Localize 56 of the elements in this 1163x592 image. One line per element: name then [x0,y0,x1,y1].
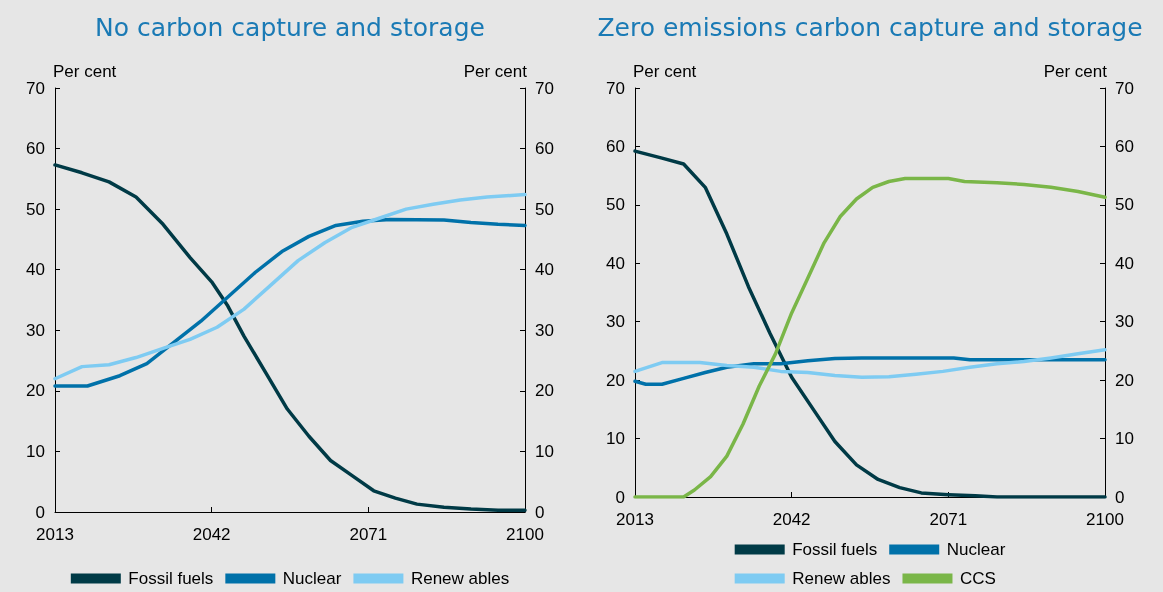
line-series [53,217,527,388]
y-tick-label: 60 [606,136,625,156]
y2-tick-label: 0 [1115,487,1125,507]
y2-tick-label: 20 [1115,370,1134,390]
y-tick-label: 20 [606,370,625,390]
y2-tick-label: 10 [1115,429,1134,449]
y-tick-label: 30 [606,312,625,332]
y2-tick-label: 60 [535,139,554,159]
chart-title: No carbon capture and storage [95,13,485,42]
y-axis-title: Per cent [53,62,117,81]
y2-tick-label: 30 [1115,312,1134,332]
legend-label: CCS [959,569,996,588]
y-tick-label: 0 [35,502,45,522]
y-tick-label: 0 [615,487,625,507]
legend-label: Fossil fuels [792,540,878,559]
x-tick-label: 2013 [36,525,74,544]
y2-axis-title: Per cent [1043,62,1108,81]
x-tick-label: 2042 [192,525,231,544]
legend-label: Nuclear [946,540,1006,559]
y2-tick-label: 50 [1115,195,1134,215]
x-tick-label: 2100 [1086,510,1124,529]
y2-tick-label: 70 [535,78,554,98]
legend-label: Fossil fuels [128,569,214,588]
y-axis-title: Per cent [633,62,697,81]
legend-label: Renew ables [410,569,510,588]
y2-tick-label: 40 [535,260,554,280]
y2-tick-label: 70 [1115,78,1134,98]
y-tick-label: 10 [26,441,45,461]
x-tick-label: 2071 [349,525,388,544]
y2-tick-label: 10 [535,441,554,461]
y-tick-label: 20 [26,381,45,401]
y2-tick-label: 40 [1115,253,1134,273]
y-tick-label: 40 [26,260,45,280]
legend-label: Renew ables [792,569,891,588]
line-series [633,348,1107,379]
y-tick-label: 70 [26,78,45,98]
x-tick-label: 2071 [929,510,968,529]
x-tick-label: 2100 [506,525,544,544]
x-tick-label: 2013 [616,510,654,529]
line-series [53,192,527,381]
y2-tick-label: 50 [535,199,554,219]
y2-tick-label: 60 [1115,136,1134,156]
x-tick-label: 2042 [772,510,811,529]
y-tick-label: 50 [606,195,625,215]
y-tick-label: 10 [606,429,625,449]
legend-label: Nuclear [282,569,342,588]
y-tick-label: 40 [606,253,625,273]
y-tick-label: 50 [26,199,45,219]
y2-tick-label: 20 [535,381,554,401]
chart-title: Zero emissions carbon capture and storage [597,13,1143,42]
y2-axis-title: Per cent [463,62,528,81]
y2-tick-label: 30 [535,320,554,340]
y-tick-label: 60 [26,139,45,159]
y-tick-label: 30 [26,320,45,340]
y2-tick-label: 0 [535,502,545,522]
y-tick-label: 70 [606,78,625,98]
